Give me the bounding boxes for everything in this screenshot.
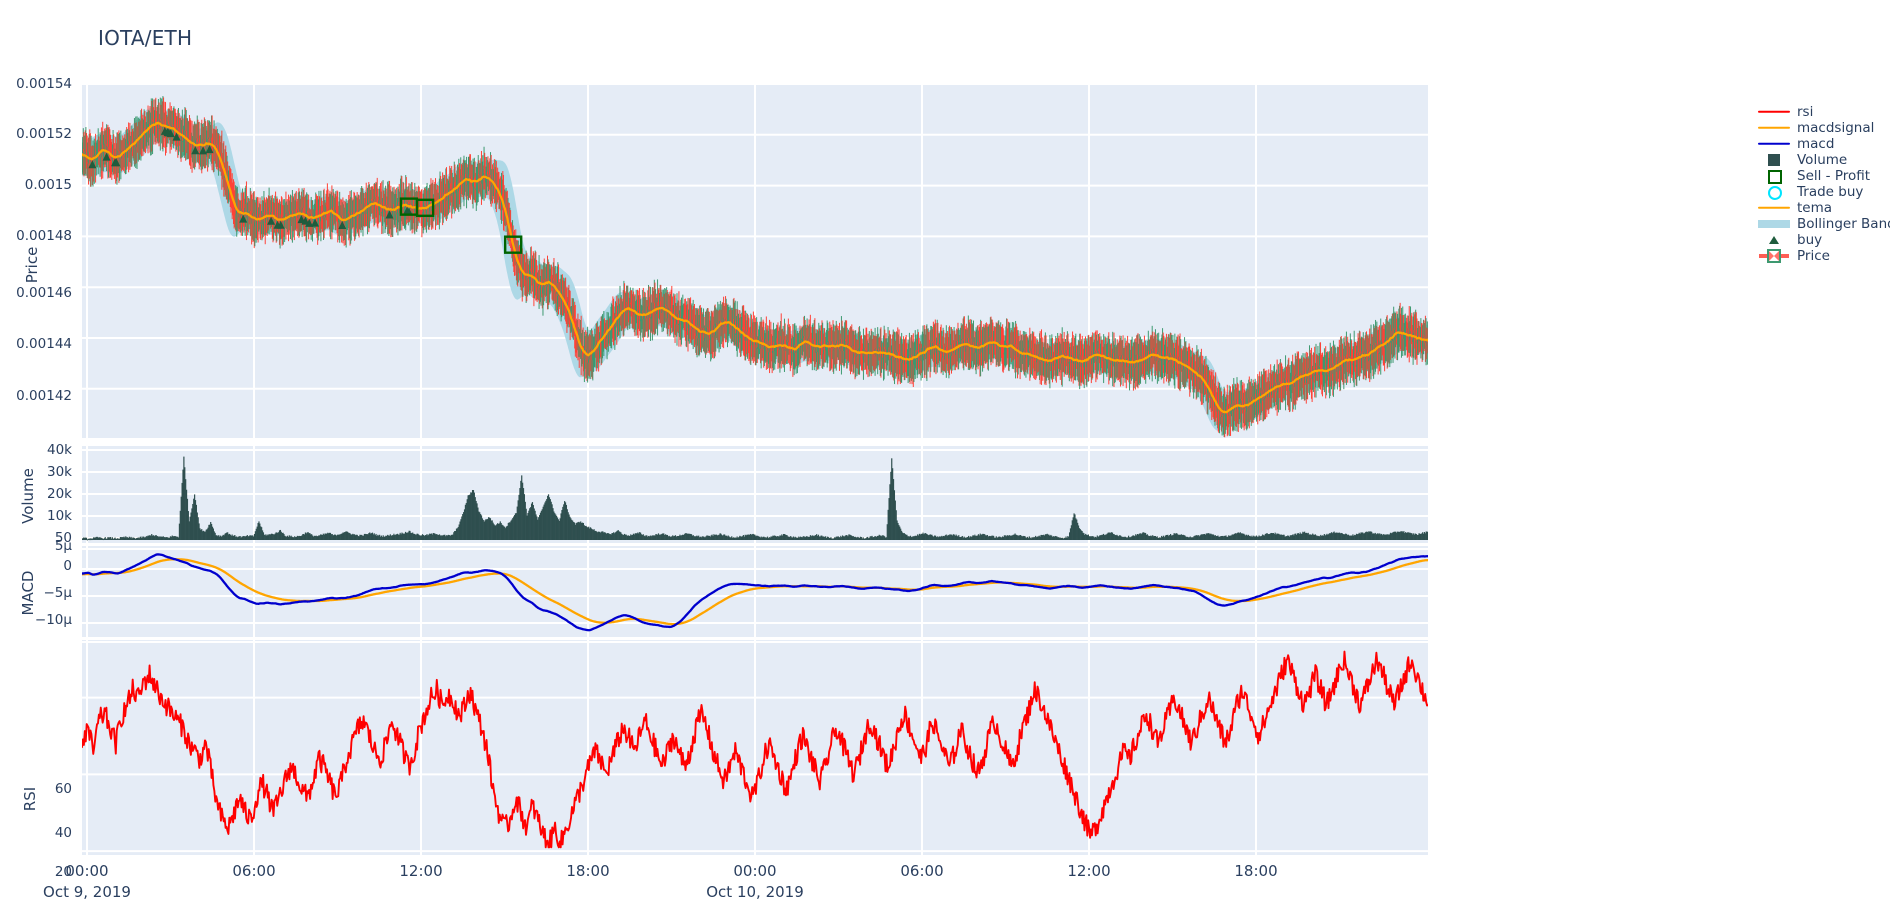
x-tick-0: 00:00 Oct 9, 2019 — [43, 862, 131, 901]
price-ytick-6: 0.00142 — [16, 388, 72, 404]
rsi-ytick-2: 20 — [54, 864, 72, 880]
macd-ytick-0: 5µ — [54, 538, 72, 554]
legend-item-label: buy — [1797, 232, 1823, 248]
legend-open-circle-swatch-icon — [1757, 184, 1791, 200]
legend-item-tema[interactable]: tema — [1757, 200, 1887, 216]
legend-open-square-swatch-icon — [1757, 168, 1791, 184]
legend-line-swatch-icon — [1757, 136, 1791, 152]
x-tick-date: Oct 9, 2019 — [43, 883, 131, 901]
filled-square-icon — [1768, 154, 1780, 166]
volume-ytick-3: 10k — [47, 508, 72, 524]
volume-panel — [82, 446, 1428, 543]
line-icon — [1758, 206, 1790, 210]
x-tick-7: 18:00 — [1234, 862, 1277, 880]
volume-ytick-0: 40k — [47, 442, 72, 458]
line-icon — [1758, 126, 1790, 130]
legend-item-trade-buy[interactable]: Trade buy — [1757, 184, 1887, 200]
legend-item-label: tema — [1797, 200, 1833, 216]
volume-ytick-4: 50 — [54, 530, 72, 546]
x-tick-5: 06:00 — [900, 862, 943, 880]
rsi-plot — [82, 640, 1428, 855]
open-square-icon — [1768, 170, 1782, 184]
price-panel — [82, 83, 1428, 438]
volume-ytick-1: 30k — [47, 464, 72, 480]
legend-item-label: Trade buy — [1797, 184, 1864, 200]
legend-item-macd[interactable]: macd — [1757, 136, 1887, 152]
x-tick-4: 00:00 Oct 10, 2019 — [706, 862, 804, 901]
legend-item-buy[interactable]: buy — [1757, 232, 1887, 248]
page-title: IOTA/ETH — [98, 26, 193, 50]
legend-square-swatch-icon — [1757, 152, 1791, 168]
rsi-ytick-1: 40 — [54, 825, 72, 841]
legend-item-label: Sell - Profit — [1797, 168, 1871, 184]
price-ytick-1: 0.00152 — [16, 126, 72, 142]
band-icon — [1758, 220, 1790, 228]
x-tick-2: 12:00 — [399, 862, 442, 880]
legend-line-swatch-icon — [1757, 200, 1791, 216]
legend-line-swatch-icon — [1757, 104, 1791, 120]
x-tick-date: Oct 10, 2019 — [706, 883, 804, 901]
legend-band-swatch-icon — [1757, 216, 1791, 232]
x-tick-time: 12:00 — [1067, 862, 1111, 880]
volume-ytick-2: 20k — [47, 486, 72, 502]
legend-item-label: Bollinger Band — [1797, 216, 1890, 232]
price-ytick-4: 0.00146 — [16, 285, 72, 301]
legend-item-bollinger-band[interactable]: Bollinger Band — [1757, 216, 1890, 232]
candlestick-icon — [1757, 248, 1791, 264]
x-tick-time: 06:00 — [232, 862, 276, 880]
legend-item-label: rsi — [1797, 104, 1814, 120]
rsi-ytick-0: 60 — [54, 781, 72, 797]
volume-plot — [82, 446, 1428, 543]
legend-item-volume[interactable]: Volume — [1757, 152, 1887, 168]
open-circle-icon — [1768, 186, 1782, 200]
x-tick-3: 18:00 — [566, 862, 609, 880]
price-ytick-0: 0.00154 — [16, 76, 72, 92]
x-tick-time: 18:00 — [1234, 862, 1278, 880]
x-tick-1: 06:00 — [232, 862, 275, 880]
legend-item-label: macdsignal — [1797, 120, 1875, 136]
x-tick-time: 00:00 — [65, 862, 109, 880]
legend: rsi macdsignal macd Volume Sell - Profit Trad… — [1757, 104, 1890, 264]
line-icon — [1758, 110, 1790, 114]
x-tick-time: 00:00 — [733, 862, 777, 880]
macd-panel — [82, 546, 1428, 637]
legend-item-label: Price — [1797, 248, 1830, 264]
x-tick-time: 12:00 — [399, 862, 443, 880]
legend-item-label: macd — [1797, 136, 1835, 152]
macd-ytick-1: 0 — [63, 558, 72, 574]
price-ytick-3: 0.00148 — [16, 228, 72, 244]
line-icon — [1758, 142, 1790, 146]
legend-item-price[interactable]: Price — [1757, 248, 1887, 264]
legend-item-label: Volume — [1797, 152, 1848, 168]
legend-triangle-swatch-icon — [1757, 232, 1791, 248]
macd-plot — [82, 546, 1428, 637]
legend-item-sell-profit[interactable]: Sell - Profit — [1757, 168, 1887, 184]
macd-ytick-2: −5µ — [43, 585, 73, 601]
price-ytick-2: 0.0015 — [24, 177, 72, 193]
x-tick-time: 18:00 — [566, 862, 610, 880]
triangle-up-icon — [1769, 236, 1779, 244]
legend-item-macdsignal[interactable]: macdsignal — [1757, 120, 1887, 136]
price-ytick-5: 0.00144 — [16, 336, 72, 352]
rsi-panel — [82, 640, 1428, 855]
x-tick-6: 12:00 — [1067, 862, 1110, 880]
x-tick-time: 06:00 — [900, 862, 944, 880]
legend-item-rsi[interactable]: rsi — [1757, 104, 1887, 120]
legend-candlestick-swatch-icon — [1757, 248, 1791, 264]
price-plot — [82, 83, 1428, 438]
legend-line-swatch-icon — [1757, 120, 1791, 136]
macd-ytick-3: −10µ — [34, 612, 72, 628]
